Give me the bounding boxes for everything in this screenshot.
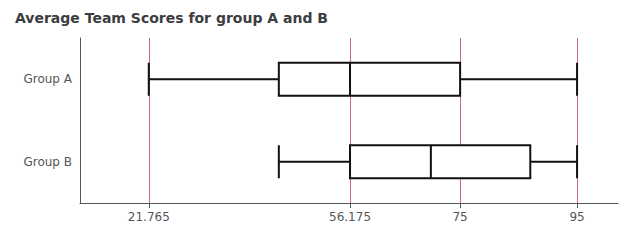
svg-text:21.765: 21.765 bbox=[128, 210, 170, 224]
svg-text:Average Team Scores for group: Average Team Scores for group A and B bbox=[15, 10, 328, 26]
svg-text:Group B: Group B bbox=[23, 155, 72, 169]
svg-text:75: 75 bbox=[452, 210, 467, 224]
svg-text:Group A: Group A bbox=[23, 72, 72, 86]
svg-text:95: 95 bbox=[569, 210, 584, 224]
svg-text:56.175: 56.175 bbox=[329, 210, 371, 224]
